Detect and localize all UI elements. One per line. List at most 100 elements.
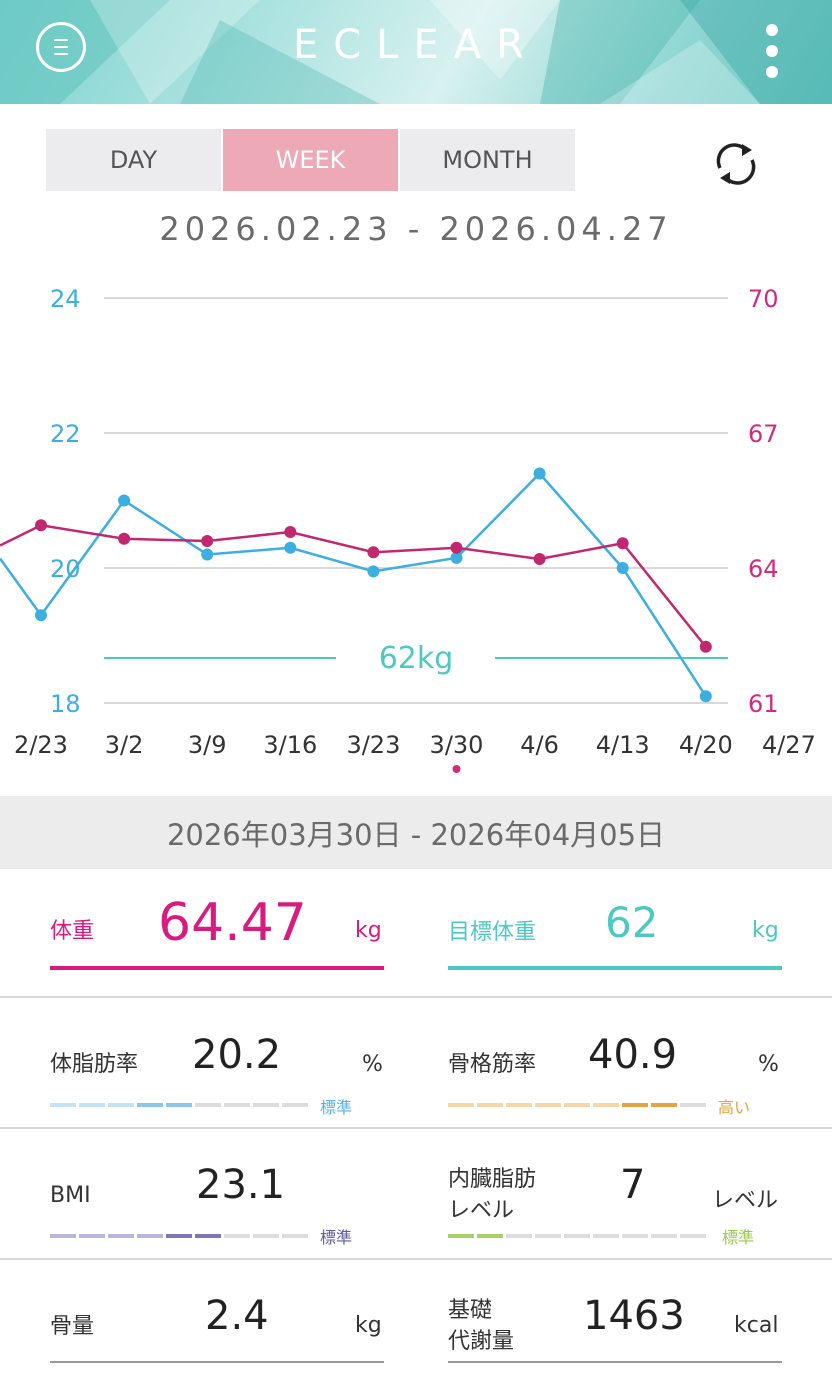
body-fat-unit: % xyxy=(362,1052,383,1077)
level-segment xyxy=(137,1234,163,1238)
more-options-button[interactable] xyxy=(760,24,784,78)
data-point xyxy=(35,609,47,622)
skeletal-muscle-level-bar xyxy=(448,1103,706,1107)
data-point xyxy=(367,565,380,578)
x-axis-label: 4/13 xyxy=(596,731,650,759)
menu-icon xyxy=(54,39,68,55)
tab-week[interactable]: WEEK xyxy=(223,129,398,191)
tab-day[interactable]: DAY xyxy=(46,129,221,191)
period-tabs: DAY WEEK MONTH xyxy=(46,129,577,191)
data-point xyxy=(616,537,629,550)
visceral-fat-label-1: 内臓脂肪 xyxy=(448,1167,537,1192)
bmr-value: 1463 xyxy=(583,1293,685,1339)
level-segment xyxy=(282,1234,308,1238)
series-line xyxy=(0,523,707,648)
tab-month[interactable]: MONTH xyxy=(400,129,575,191)
bmi-label: BMI xyxy=(50,1183,91,1208)
x-axis-label: 3/2 xyxy=(105,731,144,759)
level-segment xyxy=(282,1103,308,1107)
bmi-status: 標準 xyxy=(320,1228,353,1247)
data-point xyxy=(201,548,214,561)
bmi-value: 23.1 xyxy=(196,1162,286,1208)
left-axis-tick: 24 xyxy=(50,285,81,313)
date-range: 2026.02.23 - 2026.04.27 xyxy=(159,210,673,248)
level-segment xyxy=(50,1103,76,1107)
x-axis-label: 3/30 xyxy=(430,731,484,759)
left-axis-tick: 22 xyxy=(50,420,81,448)
body-fat-status: 標準 xyxy=(320,1098,353,1117)
level-segment xyxy=(448,1234,474,1238)
menu-button[interactable] xyxy=(36,22,86,72)
level-segment xyxy=(253,1234,279,1238)
series-line xyxy=(0,471,707,697)
level-segment xyxy=(506,1103,532,1107)
selected-week-range: 2026年03月30日 - 2026年04月05日 xyxy=(0,796,832,869)
visceral-fat-level-bar xyxy=(448,1234,706,1238)
right-axis-tick: 67 xyxy=(748,420,779,448)
target-line-label: 62kg xyxy=(379,641,454,676)
data-point xyxy=(201,535,214,547)
bone-mass-underline xyxy=(50,1361,384,1363)
more-dot-icon xyxy=(766,66,778,78)
bmr-label-2: 代謝量 xyxy=(448,1329,515,1354)
level-segment xyxy=(166,1234,192,1238)
level-segment xyxy=(195,1103,221,1107)
x-axis-label: 2/23 xyxy=(14,731,68,759)
data-point xyxy=(533,553,546,565)
weight-unit: kg xyxy=(355,918,382,943)
data-point xyxy=(450,541,463,554)
level-segment xyxy=(224,1103,250,1107)
x-axis-label: 3/9 xyxy=(188,731,227,759)
bmi-level-bar xyxy=(50,1234,308,1238)
x-axis-label: 4/20 xyxy=(679,731,733,759)
visceral-fat-unit: レベル xyxy=(712,1188,779,1213)
data-point xyxy=(699,640,712,653)
bone-mass-unit: kg xyxy=(355,1313,382,1338)
level-segment xyxy=(535,1234,561,1238)
level-segment xyxy=(506,1234,532,1238)
level-segment xyxy=(195,1234,221,1238)
app-title: ECLEAR xyxy=(293,22,539,68)
visceral-fat-label-2: レベル xyxy=(448,1198,515,1223)
target-weight-label: 目標体重 xyxy=(448,920,537,945)
level-segment xyxy=(477,1234,503,1238)
bmr-underline xyxy=(448,1361,782,1363)
level-segment xyxy=(535,1103,561,1107)
app-header: ECLEAR xyxy=(0,0,832,104)
body-fat-label: 体脂肪率 xyxy=(50,1052,139,1077)
header-background xyxy=(0,0,832,104)
bone-mass-label: 骨量 xyxy=(50,1314,95,1339)
refresh-icon[interactable] xyxy=(710,138,762,190)
more-dot-icon xyxy=(766,24,778,36)
data-point xyxy=(118,532,131,545)
weight-label: 体重 xyxy=(50,919,95,944)
data-point xyxy=(450,551,463,564)
x-axis-label: 4/6 xyxy=(520,731,559,759)
x-axis-label: 3/16 xyxy=(263,731,317,759)
level-segment xyxy=(680,1234,706,1238)
level-segment xyxy=(166,1103,192,1107)
data-point xyxy=(533,467,546,480)
x-axis-label: 4/27 xyxy=(762,731,816,759)
level-segment xyxy=(108,1234,134,1238)
data-point xyxy=(35,519,47,532)
level-segment xyxy=(622,1103,648,1107)
data-point xyxy=(284,541,297,554)
level-segment xyxy=(477,1103,503,1107)
divider xyxy=(0,1127,832,1129)
skeletal-muscle-label: 骨格筋率 xyxy=(448,1052,537,1077)
level-segment xyxy=(651,1234,677,1238)
target-weight-underline xyxy=(448,966,782,970)
target-weight-unit: kg xyxy=(752,918,779,943)
target-weight-value[interactable]: 62 xyxy=(605,898,659,947)
level-segment xyxy=(564,1103,590,1107)
bmr-unit: kcal xyxy=(734,1313,779,1338)
level-segment xyxy=(448,1103,474,1107)
level-segment xyxy=(564,1234,590,1238)
data-point xyxy=(118,494,131,507)
bone-mass-value: 2.4 xyxy=(205,1293,269,1339)
level-segment xyxy=(651,1103,677,1107)
level-segment xyxy=(593,1234,619,1238)
level-segment xyxy=(137,1103,163,1107)
